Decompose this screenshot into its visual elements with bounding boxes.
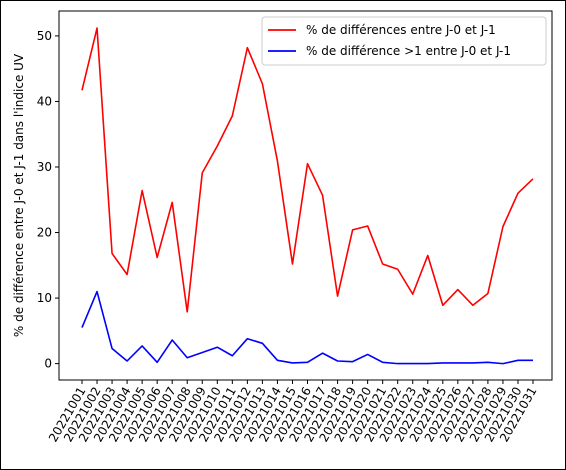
y-axis-label: % de différence entre J-0 et J-1 dans l'… <box>12 53 26 337</box>
plot-area <box>59 11 552 380</box>
legend-label-series-2: % de différence >1 entre J-0 et J-1 <box>306 44 511 58</box>
y-tick-label: 20 <box>37 226 52 240</box>
y-tick-label: 40 <box>37 94 52 108</box>
y-axis: 0 10 20 30 40 50 <box>37 29 59 371</box>
y-tick-label: 50 <box>37 29 52 43</box>
y-tick-label: 0 <box>44 357 52 371</box>
y-tick-label: 10 <box>37 291 52 305</box>
legend-label-series-1: % de différences entre J-0 et J-1 <box>306 23 496 37</box>
x-axis: 2022100120221002202210032022100420221005… <box>46 380 540 444</box>
legend: % de différences entre J-0 et J-1 % de d… <box>262 17 546 65</box>
y-tick-label: 30 <box>37 160 52 174</box>
